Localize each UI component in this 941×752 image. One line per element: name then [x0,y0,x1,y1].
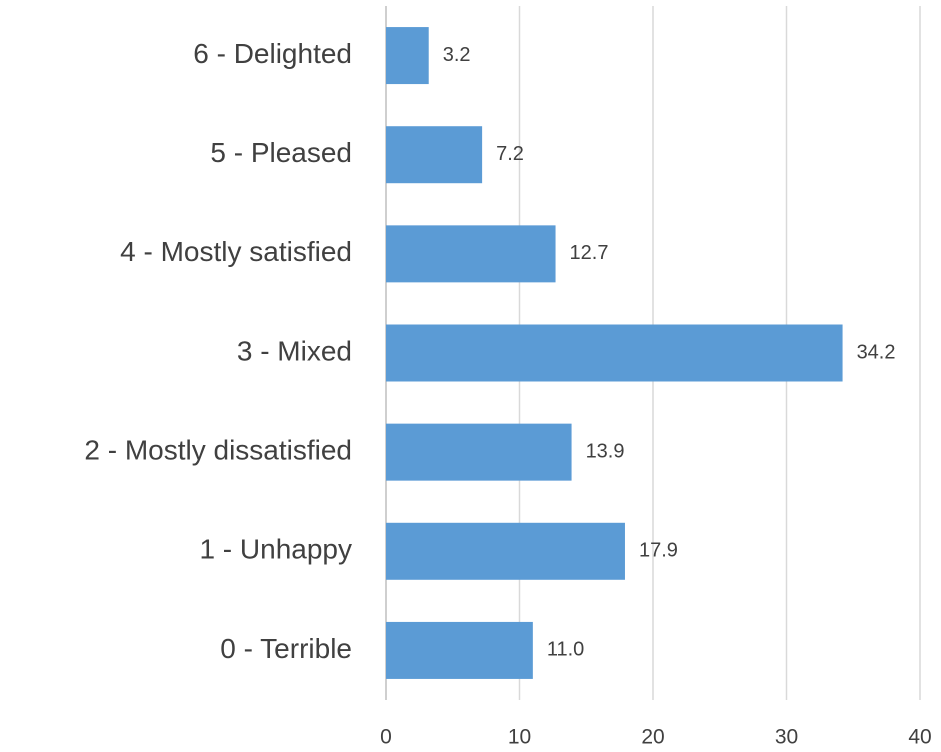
data-label: 34.2 [857,341,896,363]
y-tick-label: 0 - Terrible [220,633,352,664]
bar [386,324,843,382]
y-tick-label: 3 - Mixed [237,335,352,366]
y-tick-label: 6 - Delighted [193,38,352,69]
x-tick-label: 20 [641,726,664,749]
data-label: 11.0 [547,639,584,661]
bar [386,522,625,580]
data-label: 7.2 [496,143,524,165]
x-tick-label: 30 [775,726,798,749]
y-tick-label: 1 - Unhappy [199,534,352,565]
data-label: 17.9 [639,540,678,562]
bar [386,621,533,679]
x-tick-label: 40 [908,726,931,749]
bar [386,126,483,184]
y-tick-label: 4 - Mostly satisfied [120,236,352,267]
bar [386,423,572,481]
bar [386,225,556,283]
data-label: 3.2 [443,44,471,66]
data-label: 12.7 [570,242,609,264]
bar [386,27,429,85]
x-tick-label: 0 [380,726,392,749]
y-tick-label: 5 - Pleased [210,137,352,168]
y-tick-label: 2 - Mostly dissatisfied [84,435,352,466]
data-label: 13.9 [586,440,625,462]
x-tick-label: 10 [508,726,531,749]
